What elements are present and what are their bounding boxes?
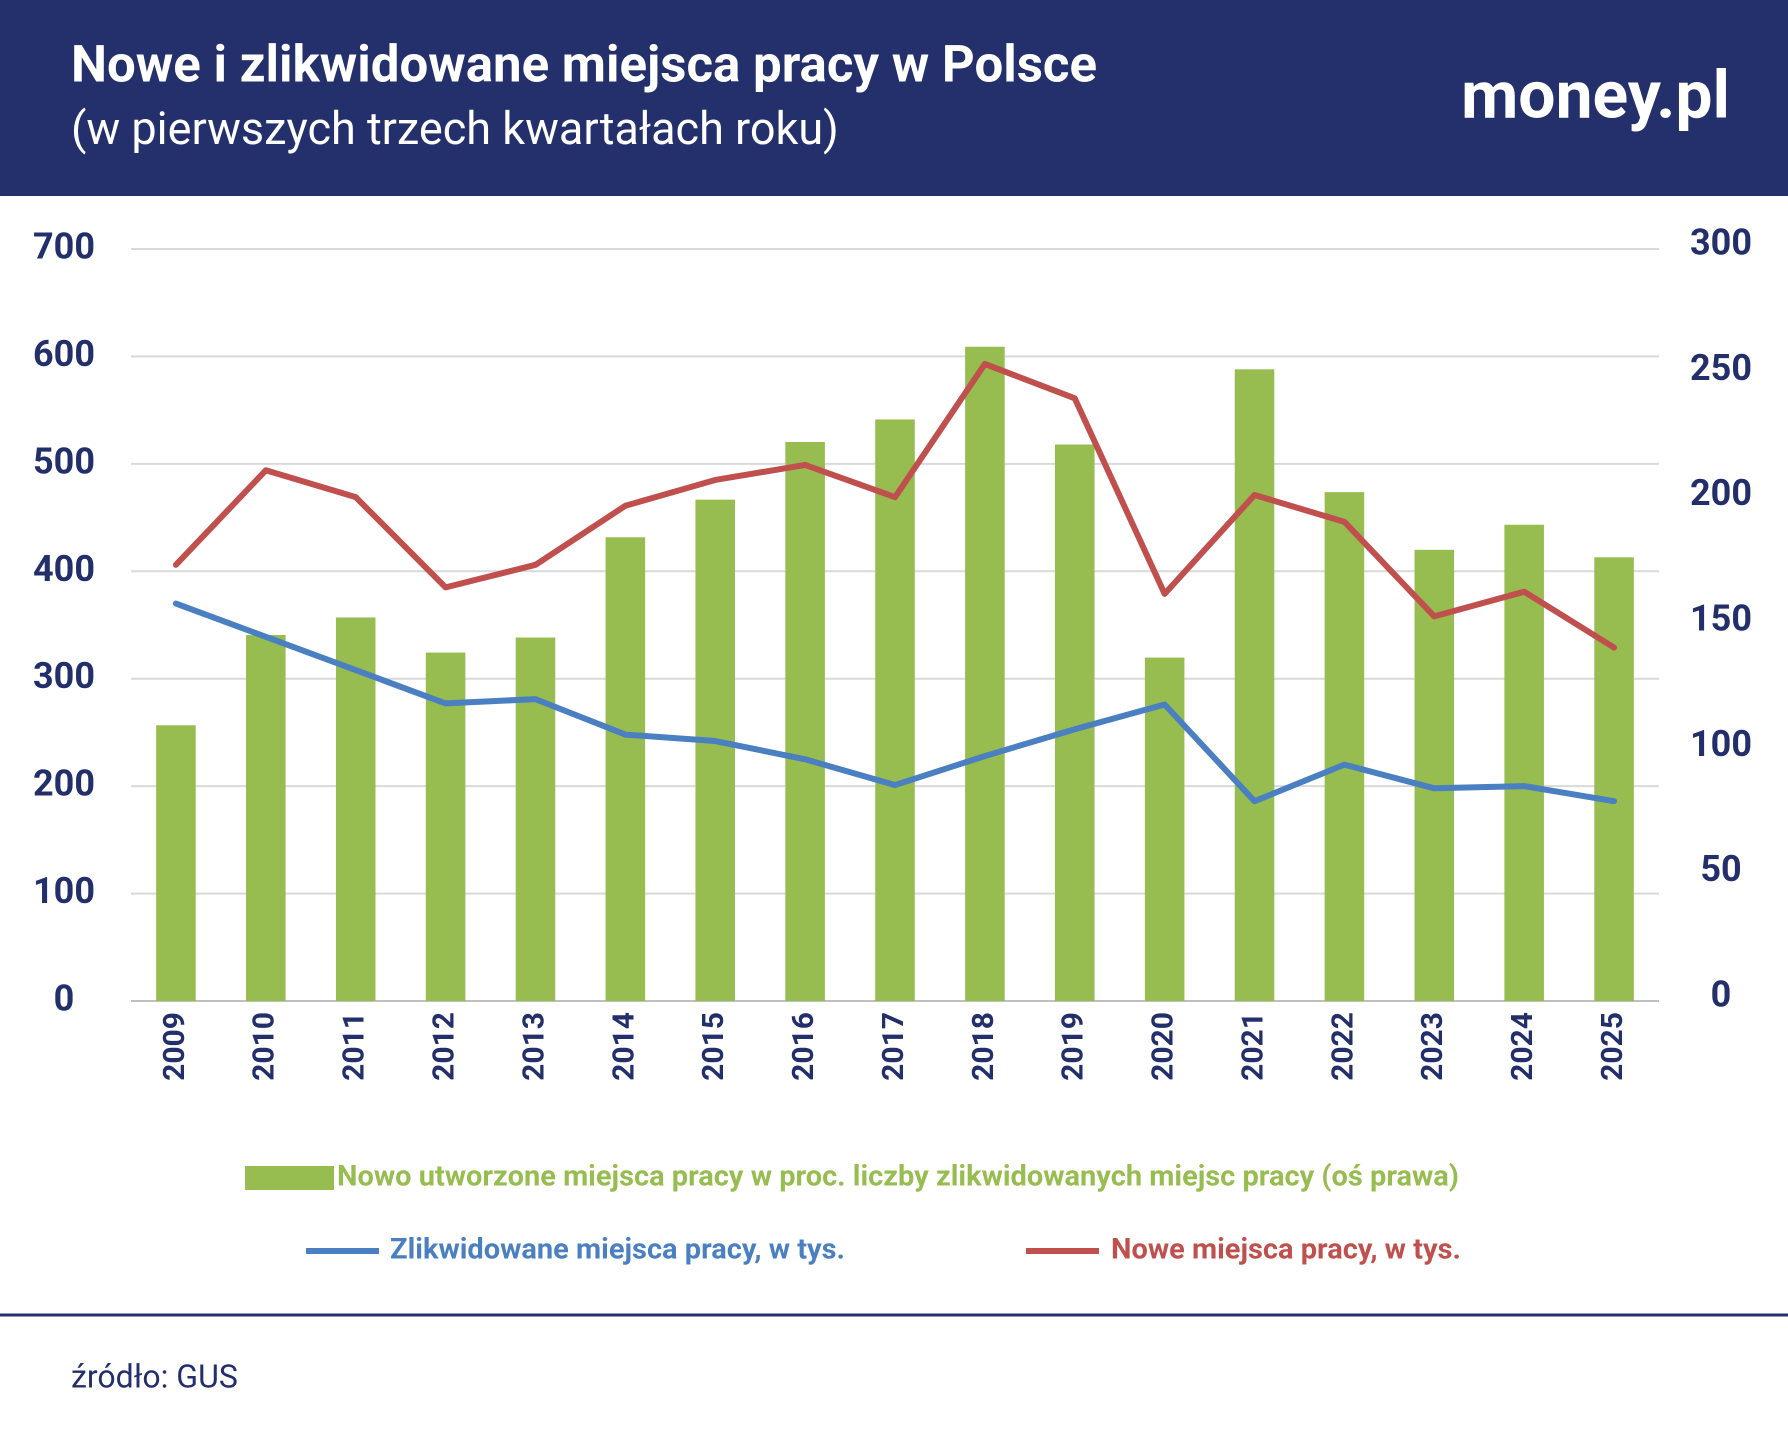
chart-subtitle: (w pierwszych trzech kwartałach roku)	[71, 102, 839, 155]
x-tick-label: 2016	[786, 1012, 821, 1081]
bar	[425, 652, 466, 1001]
y-tick-label: 400	[33, 548, 95, 590]
y-tick-label: 200	[33, 763, 95, 805]
y-tick-label: 700	[33, 226, 95, 268]
x-tick-label: 2025	[1595, 1012, 1630, 1081]
x-tick-label: 2023	[1415, 1012, 1450, 1081]
line	[172, 600, 1618, 805]
bar	[605, 537, 646, 1001]
y2-tick-label: 50	[1700, 848, 1741, 890]
bar	[965, 346, 1005, 1001]
x-tick-label: 2022	[1325, 1012, 1360, 1081]
x-tick-label: 2013	[516, 1012, 551, 1081]
bar	[335, 617, 376, 1001]
bar	[246, 635, 286, 1001]
bar	[695, 499, 736, 1001]
bar	[515, 637, 556, 1001]
x-tick-label: 2021	[1235, 1012, 1270, 1081]
legend-label: Nowo utworzone miejsca pracy w proc. lic…	[337, 1160, 1459, 1194]
legend-swatch	[245, 1166, 334, 1190]
x-tick-label: 2018	[966, 1012, 1001, 1081]
y2-tick-label: 100	[1690, 723, 1752, 765]
bar	[1234, 369, 1275, 1001]
logo: money.pl	[1461, 57, 1730, 134]
bar	[156, 725, 196, 1001]
chart-title: Nowe i zlikwidowane miejsca pracy w Pols…	[71, 35, 1097, 94]
source: źródło: GUS	[71, 1357, 238, 1395]
x-tick-label: 2020	[1146, 1012, 1181, 1081]
y2-tick-label: 200	[1690, 472, 1752, 514]
y-tick-label: 500	[33, 440, 95, 482]
line	[172, 360, 1618, 651]
bar	[1504, 524, 1544, 1001]
x-tick-label: 2011	[337, 1012, 372, 1081]
y-tick-label: 300	[33, 655, 95, 697]
x-tick-label: 2017	[876, 1012, 911, 1081]
y2-tick-label: 0	[1711, 974, 1732, 1016]
legend-label: Nowe miejsca pracy, w tys.	[1111, 1233, 1461, 1267]
x-tick-label: 2009	[157, 1012, 192, 1081]
bar	[1324, 492, 1365, 1001]
x-tick-label: 2012	[427, 1012, 462, 1081]
y-tick-label: 100	[33, 870, 95, 912]
bar	[785, 442, 825, 1002]
legend-label: Zlikwidowane miejsca pracy, w tys.	[390, 1233, 845, 1267]
bar	[1414, 549, 1455, 1001]
y2-tick-label: 300	[1690, 222, 1752, 264]
y2-tick-label: 150	[1690, 598, 1752, 640]
x-tick-label: 2010	[247, 1012, 282, 1081]
y-tick-label: 0	[54, 978, 75, 1020]
header	[0, 0, 1788, 196]
x-tick-label: 2015	[696, 1012, 731, 1081]
x-tick-label: 2024	[1505, 1012, 1540, 1081]
bar	[875, 419, 915, 1001]
bar	[1594, 557, 1634, 1001]
y-tick-label: 600	[33, 333, 95, 375]
x-tick-label: 2019	[1056, 1012, 1091, 1081]
y2-tick-label: 250	[1690, 347, 1752, 389]
x-tick-label: 2014	[606, 1012, 641, 1081]
